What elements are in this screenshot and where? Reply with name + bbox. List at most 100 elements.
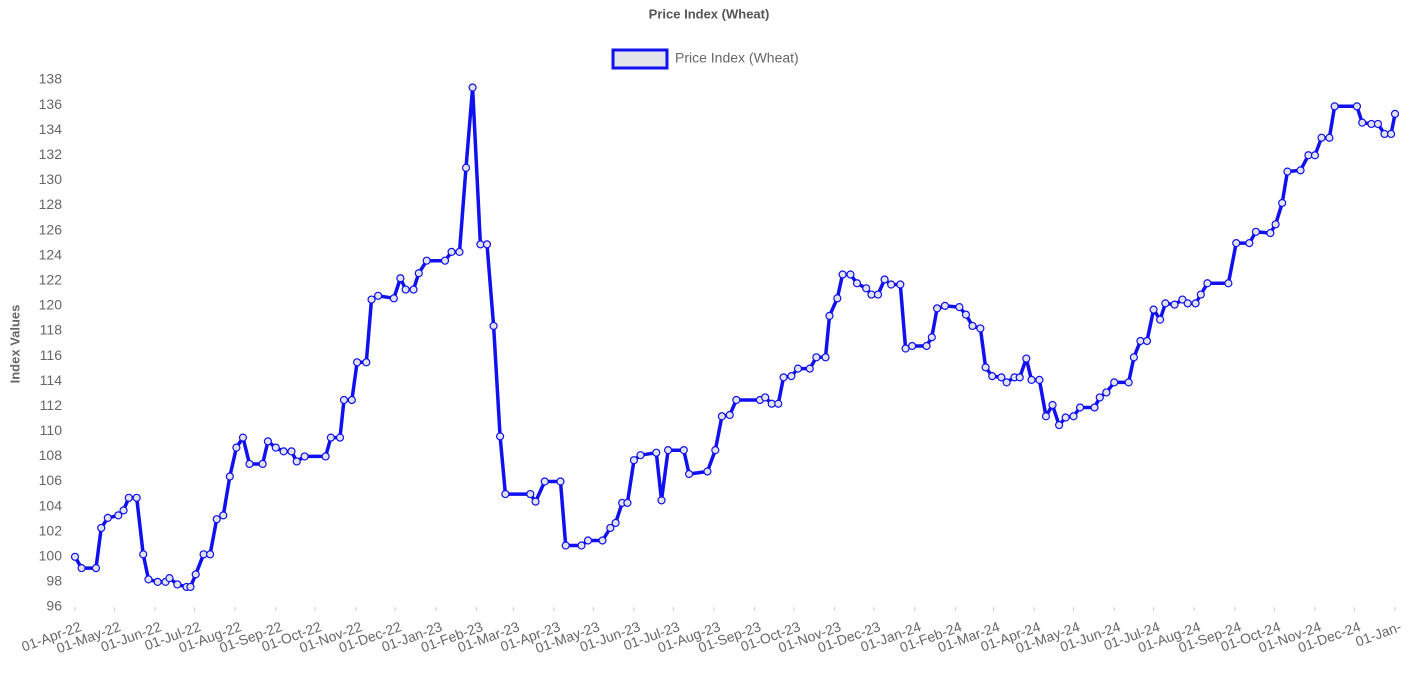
data-point [940, 301, 950, 310]
data-point [396, 274, 405, 283]
data-point [482, 240, 492, 249]
data-point [1015, 373, 1024, 382]
data-point [711, 446, 720, 455]
y-tick-label: 102 [39, 522, 63, 538]
data-point [1310, 151, 1320, 160]
data-point [825, 311, 834, 320]
data-point [258, 459, 267, 469]
data-point [887, 280, 896, 289]
data-point [636, 451, 645, 460]
data-point [1358, 118, 1367, 127]
data-point [1054, 420, 1064, 430]
data-point [119, 506, 128, 515]
data-point [153, 577, 162, 587]
data-point [374, 291, 383, 300]
y-tick-label: 104 [39, 497, 63, 513]
chart-title: Price Index (Wheat) [649, 6, 770, 21]
data-point [1390, 109, 1400, 118]
data-point [997, 373, 1006, 382]
y-tick-label: 122 [39, 271, 63, 287]
data-point [353, 358, 362, 367]
data-point [347, 395, 356, 405]
data-point [812, 353, 821, 362]
data-point [981, 363, 990, 372]
data-point [703, 467, 712, 476]
data-point [896, 280, 905, 289]
data-point [821, 353, 830, 362]
data-point [867, 290, 876, 299]
data-point [321, 452, 330, 461]
data-point [1191, 299, 1200, 308]
data-point [901, 344, 910, 353]
data-point [1386, 129, 1396, 139]
y-tick-label: 128 [39, 196, 63, 212]
data-point [422, 256, 431, 265]
data-point [339, 395, 349, 405]
data-point [414, 269, 423, 278]
data-point [271, 443, 280, 452]
data-point [838, 270, 847, 279]
data-point [732, 395, 741, 405]
data-point [245, 459, 254, 469]
data-point [1110, 378, 1119, 387]
data-point [1266, 228, 1275, 238]
data-point [852, 279, 862, 288]
data-point [238, 433, 248, 442]
data-point [279, 447, 288, 456]
data-point [1002, 378, 1011, 387]
data-point [501, 489, 510, 499]
data-point [447, 247, 456, 257]
data-point [1183, 299, 1192, 308]
data-point [165, 574, 174, 583]
data-point [389, 294, 398, 303]
data-point [1283, 167, 1292, 176]
data-point [1367, 119, 1376, 129]
data-point [1090, 403, 1099, 412]
data-point [725, 410, 734, 420]
data-point [657, 496, 666, 505]
data-point [1035, 375, 1044, 384]
data-point [77, 564, 86, 573]
data-point [1224, 279, 1233, 288]
data-point [606, 523, 615, 533]
data-point [1022, 354, 1031, 363]
data-point [300, 452, 309, 461]
data-point [489, 321, 498, 331]
data-point [132, 493, 141, 502]
data-point [932, 304, 942, 313]
data-point [767, 399, 776, 408]
data-point [583, 536, 593, 545]
data-point [611, 518, 620, 528]
data-point [1203, 279, 1212, 288]
y-tick-label: 110 [40, 422, 63, 438]
data-point [1251, 227, 1261, 236]
data-point [862, 284, 871, 293]
data-point [225, 472, 234, 481]
data-point [1048, 400, 1057, 410]
y-tick-label: 114 [40, 372, 63, 388]
data-point [1124, 378, 1133, 387]
data-point [1304, 151, 1313, 160]
data-point [805, 364, 814, 373]
data-point [1129, 353, 1138, 362]
data-point [144, 575, 153, 584]
data-point [263, 437, 272, 446]
y-tick-label: 108 [39, 447, 63, 463]
data-point [1271, 220, 1280, 229]
series-line [73, 85, 1397, 589]
data-point [1317, 133, 1326, 142]
data-point [232, 443, 241, 452]
data-point [779, 373, 788, 382]
y-tick-label: 98 [46, 573, 62, 589]
data-point [1156, 315, 1165, 324]
data-point [598, 536, 607, 545]
data-point [988, 372, 997, 381]
data-point [1149, 305, 1158, 314]
data-point [1232, 239, 1241, 248]
y-tick-label: 116 [40, 347, 63, 363]
data-point [212, 515, 221, 524]
data-point [401, 285, 410, 294]
data-point [1095, 393, 1104, 402]
data-point [455, 247, 464, 257]
